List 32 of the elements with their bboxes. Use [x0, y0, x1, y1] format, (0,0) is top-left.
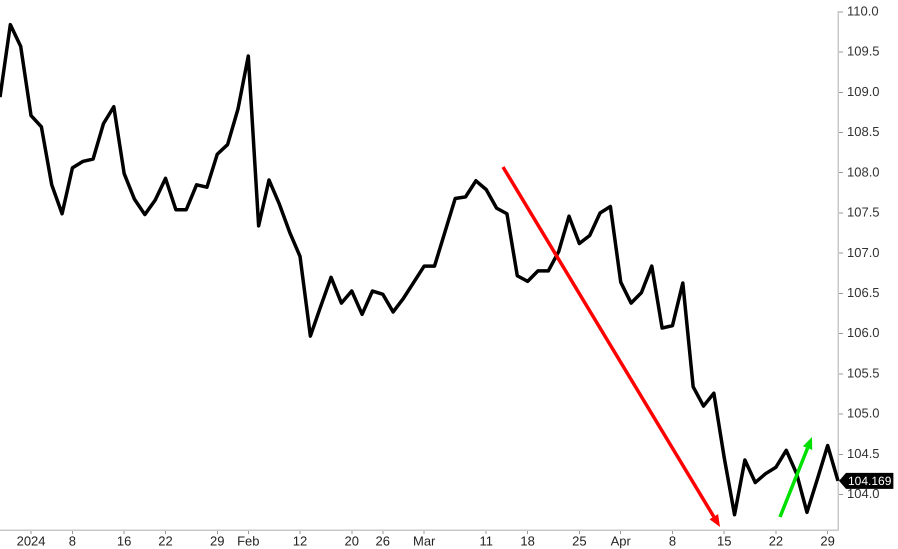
y-tick-label: 108.5 [847, 124, 880, 140]
x-tick-label: 8 [68, 533, 76, 548]
x-tick-label: 8 [668, 533, 676, 548]
x-tick-label: 25 [572, 533, 587, 548]
y-tick-label: 108.0 [847, 164, 880, 180]
x-tick-label: 11 [479, 533, 493, 548]
y-tick-label: 107.0 [847, 244, 880, 260]
x-tick-label: 20 [344, 533, 359, 548]
y-tick-label: 106.0 [847, 325, 880, 340]
x-tick-label: 26 [376, 533, 390, 548]
x-tick-label: 18 [520, 533, 535, 548]
y-tick-label: 109.0 [847, 84, 880, 99]
y-tick-label: 110.0 [847, 3, 879, 18]
x-tick-label: 15 [716, 533, 732, 548]
y-tick-label: 105.5 [847, 365, 880, 380]
x-tick-label: 2024 [16, 533, 46, 548]
y-tick-label: 104.5 [847, 446, 880, 461]
y-tick-label: 104.0 [847, 486, 880, 502]
x-tick-label: Apr [610, 533, 632, 548]
text: 104.169 [848, 474, 892, 488]
x-tick-label: 12 [292, 533, 308, 548]
x-tick-label: 22 [768, 533, 784, 548]
y-tick-label: 107.5 [847, 204, 880, 220]
y-tick-label: 106.5 [847, 285, 880, 300]
x-tick-label: 22 [158, 533, 173, 548]
x-tick-label: Feb [237, 533, 260, 548]
x-tick-label: 29 [210, 533, 224, 548]
x-tick-label: 16 [116, 533, 132, 548]
y-tick-label: 109.5 [847, 44, 880, 59]
y-tick-label: 105.0 [847, 406, 880, 421]
x-tick-label: 29 [820, 533, 835, 548]
x-tick-label: Mar [412, 533, 436, 548]
